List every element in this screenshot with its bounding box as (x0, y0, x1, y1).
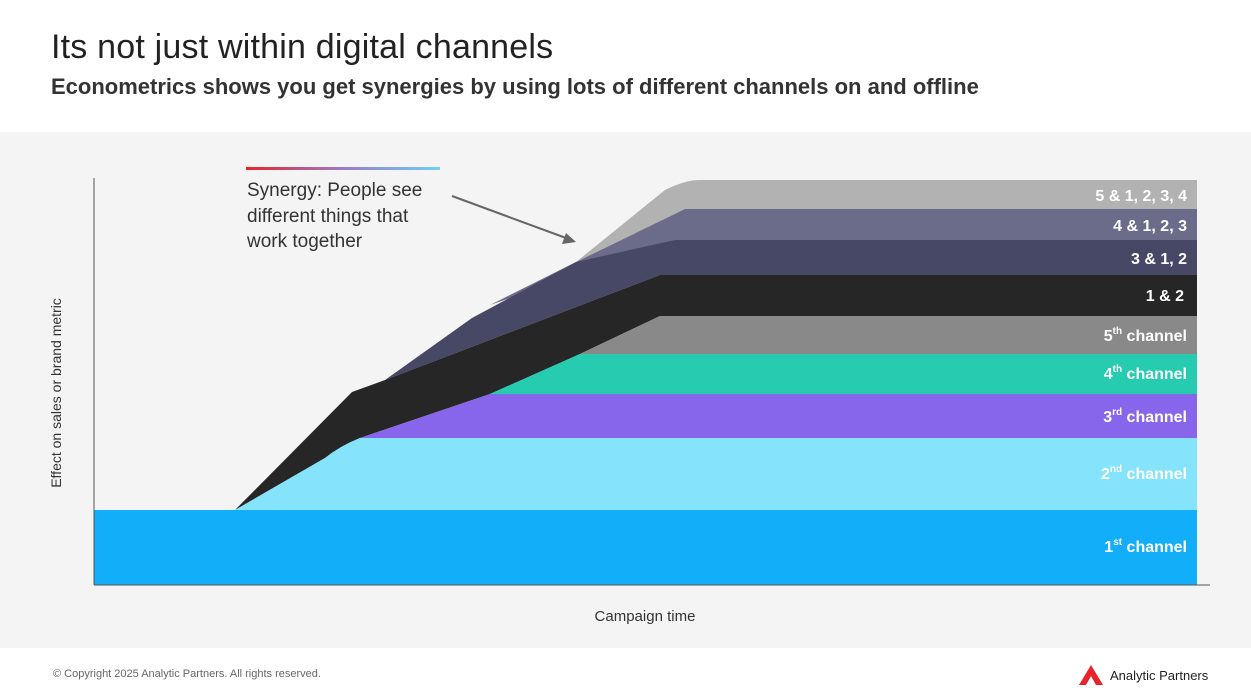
y-axis-label: Effect on sales or brand metric (48, 298, 64, 488)
layer-label: 5 & 1, 2, 3, 4 (1095, 188, 1187, 205)
annotation-arrow (451, 195, 567, 239)
page-title: Its not just within digital channels (51, 28, 554, 66)
x-axis-label: Campaign time (595, 608, 696, 625)
page-subtitle: Econometrics shows you get synergies by … (51, 74, 979, 99)
layer-5-synergy (576, 180, 1197, 262)
layer-4-synergy (490, 209, 1197, 305)
annotation-text: Synergy: People see different things tha… (246, 180, 428, 252)
layer-label: 1st channel (1104, 537, 1187, 556)
layer-label: 4th channel (1104, 364, 1187, 383)
copyright-text: © Copyright 2025 Analytic Partners. All … (53, 668, 321, 680)
analytic-partners-logo-icon (1079, 665, 1103, 685)
annotation-gradient-bar (246, 167, 440, 170)
layer-3rd-channel (360, 394, 1197, 438)
layer-label: 3 & 1, 2 (1131, 251, 1187, 268)
layer-1-and-2 (235, 275, 1197, 510)
layer-4th-channel (490, 354, 1197, 394)
layer-2nd-channel (235, 438, 1197, 510)
layer-label: 2nd channel (1101, 464, 1187, 483)
layer-label: 4 & 1, 2, 3 (1113, 218, 1187, 235)
arrow-head-icon (562, 233, 576, 244)
layer-label: 1 & 2 (1146, 288, 1184, 305)
brand-logo: Analytic Partners (1078, 664, 1208, 686)
brand-name: Analytic Partners (1110, 667, 1209, 683)
layer-label: 5th channel (1104, 326, 1187, 345)
layer-5th-channel (580, 316, 1197, 354)
layer-1st-channel (94, 510, 1197, 585)
layer-label: 3rd channel (1103, 407, 1187, 426)
